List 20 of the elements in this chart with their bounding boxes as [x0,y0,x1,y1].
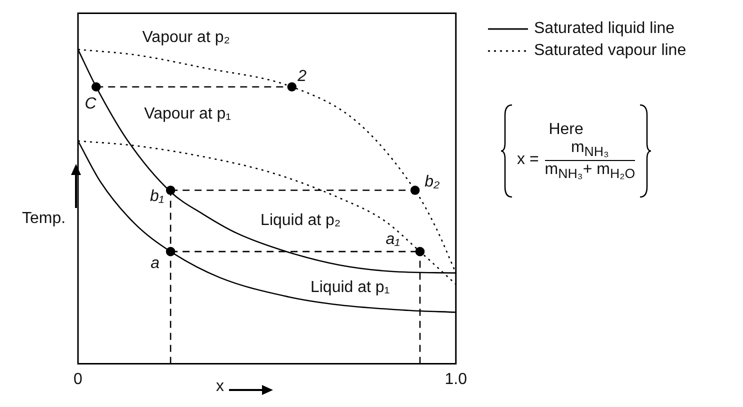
x-tick-label: 0 [74,370,83,388]
annotation: a₁ [386,231,400,248]
y-axis-title: Temp. [22,210,66,228]
text: x = [517,151,539,169]
text: m$_{NH₃}$ [570,139,609,160]
annotation: Vapour at p₁ [144,105,232,122]
annotation: b₂ [424,174,440,191]
annotation: Liquid at p₂ [260,212,341,229]
text: m$_{NH₃}$+ m$_{H₂O}$ [544,160,636,181]
x-axis-title: x [216,378,224,396]
text: Vapour at p₂ [142,28,230,46]
annotation: b₁ [150,188,164,206]
text: Here [548,121,584,140]
legend-label: Saturated vapour line [534,42,686,60]
annotation: a [150,254,160,272]
x-tick-label: 1.0 [444,370,468,388]
legend-label: Saturated liquid line [534,20,675,38]
annotation: 2 [296,68,307,85]
annotation: Liquid at p₁ [310,278,390,296]
annotation: C [84,96,97,113]
